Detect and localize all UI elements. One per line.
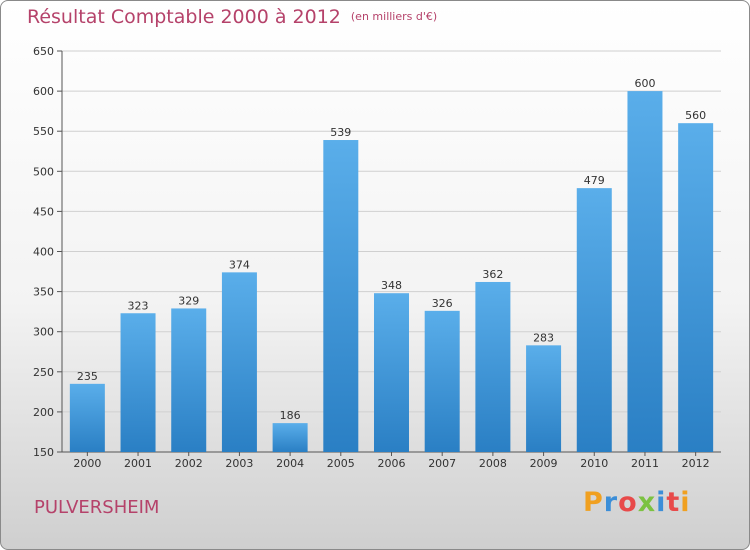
bar-2006 [374,293,409,452]
data-label-2009: 283 [533,331,554,344]
x-tick-label-2004: 2004 [276,457,304,470]
x-tick-label-2002: 2002 [175,457,203,470]
logo-letter: t [666,487,681,518]
data-label-2008: 362 [482,268,503,281]
data-label-2002: 329 [178,294,199,307]
x-tick-label-2000: 2000 [73,457,101,470]
bar-2002 [171,308,207,452]
bar-2004 [272,423,308,452]
logo-letter: P [583,487,604,518]
data-label-2007: 326 [432,297,453,310]
y-tick-label: 550 [33,125,54,138]
y-tick-label: 400 [33,246,54,259]
x-tick-label-2005: 2005 [327,457,355,470]
y-tick-label: 150 [33,446,54,459]
x-tick-label-2003: 2003 [225,457,253,470]
bar-2007 [424,310,460,452]
y-tick-label: 250 [33,366,54,379]
x-tick-label-2008: 2008 [479,457,507,470]
logo-letter: i [680,487,691,518]
bar-2000 [69,383,105,452]
bar-2011 [627,91,663,452]
data-label-2000: 235 [77,370,98,383]
x-tick-label-2001: 2001 [124,457,152,470]
y-tick-label: 650 [33,45,54,58]
proxiti-logo: Proxiti [583,487,691,518]
data-label-2001: 323 [128,299,149,312]
y-tick-label: 450 [33,205,54,218]
x-tick-label-2007: 2007 [428,457,456,470]
x-tick-label-2011: 2011 [631,457,659,470]
bars [69,91,714,453]
bar-2001 [120,313,156,452]
y-tick-label: 200 [33,406,54,419]
y-tick-label: 500 [33,165,54,178]
city-name: PULVERSHEIM [34,497,160,518]
bar-2009 [526,345,562,452]
bar-2005 [323,140,359,452]
bar-2008 [475,281,511,452]
y-tick-label: 300 [33,326,54,339]
x-tick-label-2010: 2010 [580,457,608,470]
logo-letter: r [603,487,619,518]
data-label-2010: 479 [584,174,605,187]
x-tick-label-2009: 2009 [530,457,558,470]
data-label-2003: 374 [229,258,250,271]
data-label-2006: 348 [381,279,402,292]
data-labels: 235 323 329 374 186 539 348 326 362 283 479 600 560 [77,77,706,422]
data-label-2012: 560 [685,109,706,122]
bar-2010 [576,188,612,452]
data-label-2011: 600 [634,77,655,90]
data-label-2005: 539 [330,126,351,139]
chart-title-text: Résultat Comptable 2000 à 2012 [27,6,341,28]
x-tick-label-2006: 2006 [378,457,406,470]
data-label-2004: 186 [280,409,301,422]
y-tick-label: 600 [33,85,54,98]
y-tick-label: 350 [33,286,54,299]
x-tick-label-2012: 2012 [682,457,710,470]
logo-letter: x [637,487,657,518]
chart-unit: (en milliers d'€) [350,10,438,23]
bar-2012 [678,123,714,453]
logo-letter: o [618,487,638,518]
bar-2003 [221,272,257,452]
chart-title: Résultat Comptable 2000 à 2012 (en millie… [27,6,437,28]
logo-letter: i [656,487,667,518]
